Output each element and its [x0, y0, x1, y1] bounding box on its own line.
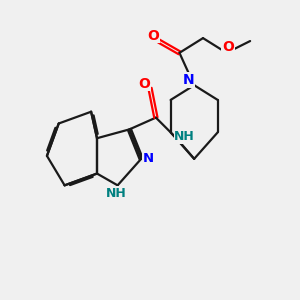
Text: N: N: [183, 73, 195, 87]
Text: NH: NH: [174, 130, 195, 143]
Text: N: N: [143, 152, 154, 165]
Text: O: O: [138, 77, 150, 91]
Text: O: O: [222, 40, 234, 54]
Text: O: O: [148, 29, 160, 43]
Text: NH: NH: [106, 187, 127, 200]
